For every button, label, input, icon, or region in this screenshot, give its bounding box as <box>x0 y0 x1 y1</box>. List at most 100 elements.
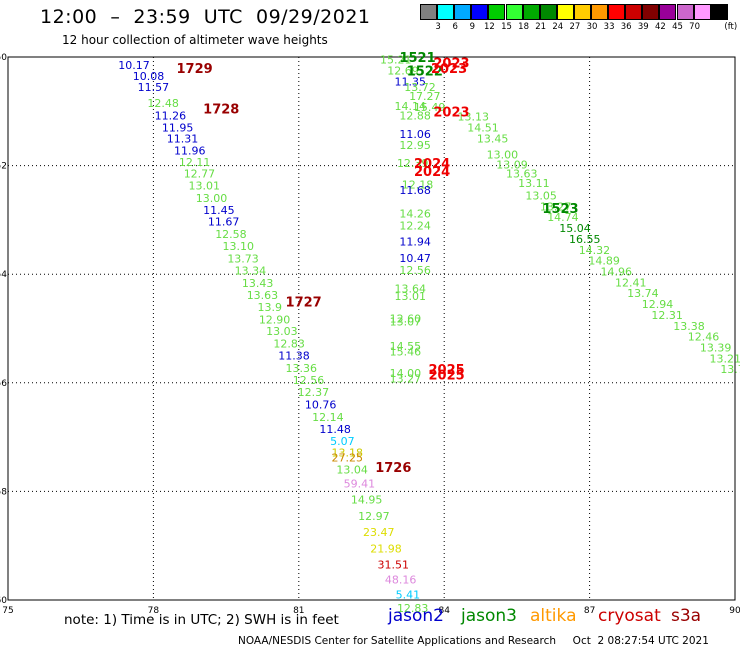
scale-swatch <box>488 4 506 20</box>
scale-swatch <box>693 4 711 20</box>
swh-value: 13.73 <box>227 252 259 265</box>
swh-value: 11.26 <box>155 110 187 123</box>
swh-value: 12.97 <box>358 510 390 523</box>
swh-value: 12.83 <box>273 338 305 351</box>
scale-swatch <box>420 4 437 20</box>
swh-value: 11.06 <box>399 128 431 141</box>
legend-jason3: jason3 <box>461 606 517 626</box>
swh-value: 12.41 <box>615 276 647 289</box>
scale-swatch <box>556 4 574 20</box>
swh-value: 13.74 <box>627 287 659 300</box>
swh-value: 12.60 <box>390 313 422 326</box>
scale-swatch <box>659 4 677 20</box>
swh-value: 15.46 <box>390 345 422 358</box>
swh-value: 13.13 <box>458 111 490 124</box>
swh-value: 21.98 <box>370 542 402 555</box>
legend-jason2: jason2 <box>388 606 444 626</box>
scale-swatch <box>608 4 626 20</box>
swh-value: 11.38 <box>278 350 310 363</box>
swh-value: 12.24 <box>399 219 431 232</box>
footer-note: note: 1) Time is in UTC; 2) SWH is in fe… <box>64 612 339 628</box>
swh-value: 12.58 <box>215 228 247 241</box>
swh-value: 12.88 <box>399 110 431 123</box>
x-tick-label: 75 <box>2 606 13 616</box>
swh-value: 13.18 <box>332 446 364 459</box>
swh-value: 12.48 <box>147 97 179 110</box>
scale-label: 3 <box>435 22 441 32</box>
pass-time-label: 1523 <box>542 202 578 217</box>
swh-value: 13.45 <box>477 132 509 145</box>
pass-time-label: 1728 <box>203 103 239 118</box>
pass-time-label: 1729 <box>177 62 213 77</box>
legend-altika: altika <box>530 606 577 626</box>
swh-value: 15.49 <box>414 101 446 114</box>
swh-value: 10.17 <box>118 59 150 72</box>
y-tick-label: -54 <box>0 270 7 280</box>
swh-value: 12.95 <box>399 139 431 152</box>
swh-value: 11.68 <box>399 184 431 197</box>
pass-time-label: 1521 <box>399 51 435 66</box>
swh-value: 12.11 <box>179 156 211 169</box>
chart-title: 12:00 – 23:59 UTC 09/29/2021 <box>40 6 371 28</box>
swh-value: 14.96 <box>601 265 633 278</box>
pass-time-label: 1727 <box>286 295 322 310</box>
swh-value: 12.94 <box>642 298 674 311</box>
swh-value: 48.16 <box>385 573 417 586</box>
swh-value: 12.31 <box>651 309 683 322</box>
scale-label: 12 <box>483 22 495 32</box>
swh-value: 13.05 <box>525 189 557 202</box>
swh-value: 12.14 <box>312 411 344 424</box>
scale-unit: (ft) <box>724 22 738 32</box>
scale-label: 6 <box>452 22 458 32</box>
swh-value: 11.57 <box>138 81 170 94</box>
swh-value: 13.09 <box>496 159 528 172</box>
swh-value: 10.47 <box>399 252 431 265</box>
scale-label: 21 <box>535 22 547 32</box>
scale-swatch <box>505 4 523 20</box>
scale-swatch <box>676 4 694 20</box>
scale-swatch <box>539 4 557 20</box>
swh-value: 5.07 <box>330 435 355 448</box>
pass-time-label: 2024 <box>414 165 450 180</box>
scale-swatch <box>573 4 591 20</box>
swh-value: 59.41 <box>344 477 376 490</box>
y-tick-label: -50 <box>0 53 7 63</box>
legend-s3a: s3a <box>671 606 702 626</box>
swh-value: 14.55 <box>390 340 422 353</box>
swh-value: 13.01 <box>395 290 427 303</box>
swh-value: 13.43 <box>242 277 274 290</box>
scale-label: 33 <box>603 22 615 32</box>
scale-swatch <box>471 4 489 20</box>
swh-value: 13.9 <box>257 301 282 314</box>
pass-time-label: 1522 <box>407 65 443 80</box>
swh-value: 13.38 <box>673 320 705 333</box>
scale-swatch <box>710 4 728 20</box>
scale-label: 15 <box>501 22 512 32</box>
swh-value: 13.34 <box>235 264 267 277</box>
x-tick-label: 84 <box>438 606 450 616</box>
plot-frame <box>7 56 736 601</box>
scale-label: 42 <box>654 22 666 32</box>
swh-value: 12.83 <box>397 602 429 615</box>
x-tick-label: 87 <box>584 606 595 616</box>
pass-time-label: 2023 <box>433 56 469 71</box>
swh-value: 13.03 <box>266 325 298 338</box>
scale-swatch <box>437 4 455 20</box>
pass-time-label: 2025 <box>429 363 465 378</box>
swh-value: 27.25 <box>332 452 364 465</box>
scale-swatch <box>522 4 540 20</box>
scale-label: 39 <box>637 22 649 32</box>
swh-value: 16.55 <box>569 233 601 246</box>
swh-value: 23.47 <box>363 526 395 539</box>
swh-value: 12.46 <box>688 331 720 344</box>
swh-value: 13.21 <box>710 352 740 365</box>
swh-value: 13.39 <box>700 342 732 355</box>
swh-value: 13.00 <box>487 149 519 162</box>
swh-value: 13.72 <box>404 81 436 94</box>
swh-value: 12.39 <box>397 157 429 170</box>
swh-value: 10.08 <box>133 70 165 83</box>
footer-credit: NOAA/NESDIS Center for Satellite Applica… <box>238 635 709 647</box>
swh-value: 14.14 <box>395 100 427 113</box>
swh-value: 12.69 <box>387 65 419 78</box>
